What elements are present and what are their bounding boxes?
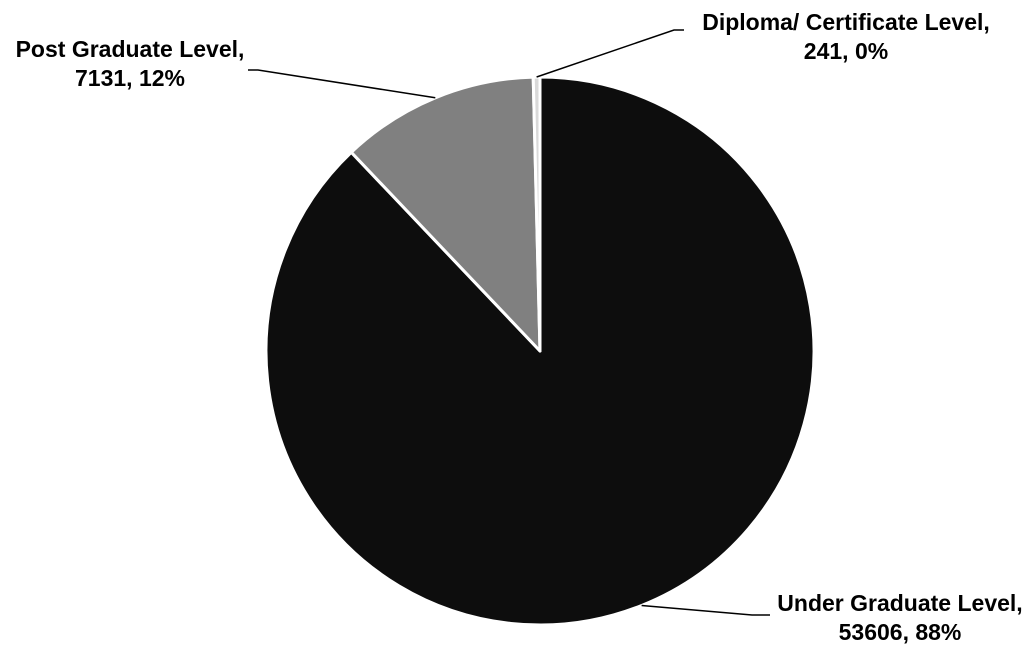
- label-under-graduate: Under Graduate Level, 53606, 88%: [777, 590, 1022, 645]
- label-diploma-certificate-line2: 241, 0%: [804, 38, 888, 64]
- leader-diploma-certificate: [536, 29, 684, 78]
- slice-diploma-certificate: [531, 75, 542, 353]
- label-diploma-certificate: Diploma/ Certificate Level, 241, 0%: [702, 9, 990, 64]
- leader-post-graduate: [248, 69, 436, 99]
- label-diploma-certificate-line1: Diploma/ Certificate Level,: [702, 9, 990, 35]
- slice-post-graduate: [349, 75, 542, 353]
- label-under-graduate-line1: Under Graduate Level,: [777, 590, 1022, 616]
- label-post-graduate-line2: 7131, 12%: [75, 65, 185, 91]
- pie-slices: [264, 75, 816, 627]
- leader-lines: [248, 29, 770, 616]
- leader-under-graduate: [641, 604, 770, 616]
- slice-under-graduate: [264, 75, 816, 627]
- label-post-graduate-line1: Post Graduate Level,: [16, 36, 245, 62]
- label-post-graduate: Post Graduate Level, 7131, 12%: [16, 36, 245, 91]
- label-under-graduate-line2: 53606, 88%: [839, 619, 962, 645]
